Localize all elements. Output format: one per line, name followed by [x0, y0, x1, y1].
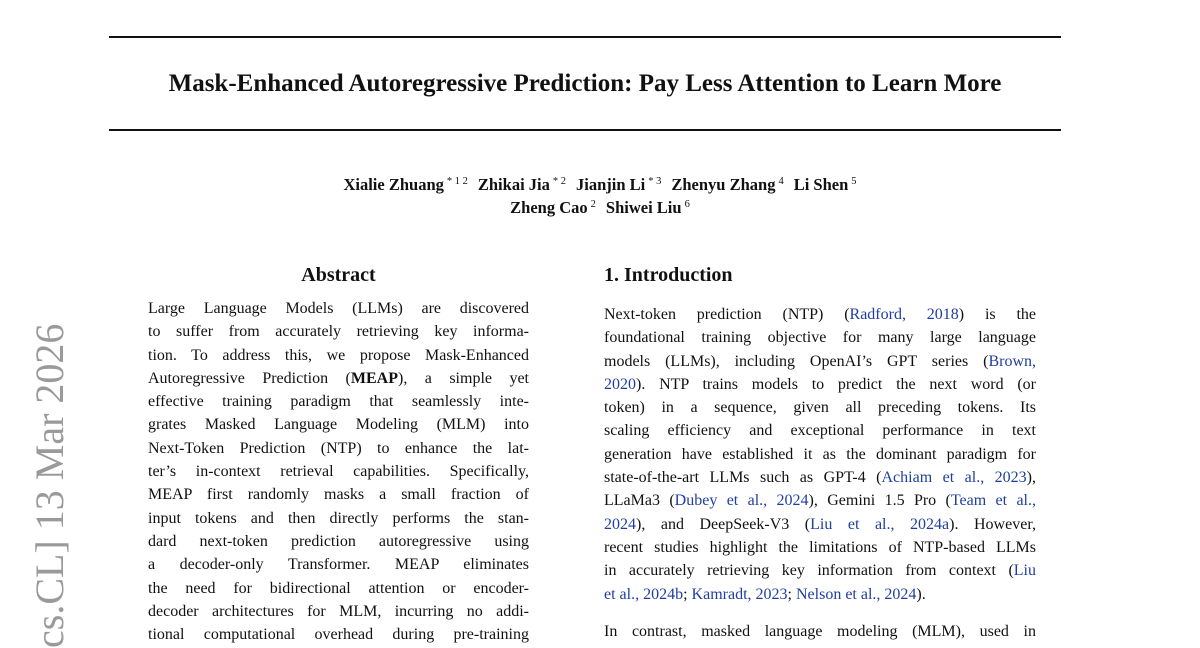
author-affiliation-marker: 2 [590, 199, 596, 210]
author-name-text: Shiwei Liu [605, 198, 682, 217]
author-affiliation-marker: 4 [778, 176, 784, 187]
paragraph-line: foundational training objective for many… [604, 326, 1036, 349]
abstract-line: to suffer from accurately retrieving key… [148, 323, 529, 341]
author-affiliation-marker: 6 [684, 199, 690, 210]
abstract-line: ter’s in-context retrieval capabilities.… [148, 463, 529, 481]
paragraph-text: ), and DeepSeek-V3 ( [636, 515, 811, 533]
paragraph-text: foundational training objective for many… [604, 329, 1036, 347]
introduction-heading: 1. Introduction [604, 264, 733, 286]
paragraph-text: recent studies highlight the limitations… [604, 538, 1036, 556]
paragraph-line: In contrast, masked language modeling (M… [604, 620, 1036, 643]
paragraph-text: ), Gemini 1.5 Pro ( [808, 492, 951, 510]
author-affiliation-marker: * 1 2 [446, 176, 468, 187]
paragraph-line: LLaMa3 (Dubey et al., 2024), Gemini 1.5 … [604, 489, 1036, 512]
introduction-paragraph-2: In contrast, masked language modeling (M… [604, 620, 1036, 643]
citation-link[interactable]: Brown, [988, 352, 1036, 370]
citation-link[interactable]: Liu [1013, 562, 1036, 580]
author-name: Zheng Cao 2 [510, 198, 596, 217]
abstract-line: Next-Token Prediction (NTP) to enhance t… [148, 439, 529, 457]
abstract-line: Autoregressive Prediction (MEAP), a simp… [148, 369, 530, 387]
author-affiliation-marker: 5 [851, 176, 857, 187]
paragraph-text: scaling efficiency and exceptional perfo… [604, 422, 1036, 440]
paragraph-line: recent studies highlight the limitations… [604, 536, 1036, 559]
paragraph-text: ). [916, 585, 926, 603]
paragraph-text: in accurately retrieving key information… [604, 562, 1014, 580]
author-name-text: Zheng Cao [510, 198, 588, 217]
citation-link[interactable]: Achiam et al., 2023 [881, 469, 1027, 487]
paragraph-line: et al., 2024b; Kamradt, 2023; Nelson et … [604, 583, 1036, 606]
abstract-line: effective training paradigm that seamles… [148, 393, 529, 411]
paper-title: Mask-Enhanced Autoregressive Prediction:… [168, 70, 1002, 97]
citation-link[interactable]: 2020 [604, 375, 636, 393]
abstract-line: decoder architectures for MLM, incurring… [148, 602, 529, 620]
title-bottom-rule [109, 129, 1061, 131]
author-name: Shiwei Liu 6 [606, 198, 690, 217]
paragraph-line: models (LLMs), including OpenAI’s GPT se… [604, 350, 1036, 373]
author-name: Li Shen 5 [794, 175, 857, 194]
paragraph-text: LLaMa3 ( [604, 492, 675, 510]
paragraph-line: 2020). NTP trains models to predict the … [604, 373, 1036, 396]
author-list-line-2: Zheng Cao 2 Shiwei Liu 6 [0, 197, 1200, 219]
abstract-line: input tokens and then directly performs … [148, 509, 529, 527]
paragraph-text: ). However, [949, 515, 1037, 533]
citation-link[interactable]: et al., 2024b [604, 585, 684, 603]
paragraph-text: token) in a sequence, given all precedin… [604, 399, 1036, 417]
paragraph-text: ). NTP trains models to predict the next… [636, 375, 1036, 393]
author-name-text: Xialie Zhuang [343, 175, 444, 194]
paragraph-text: models (LLMs), including OpenAI’s GPT se… [604, 352, 989, 370]
abstract-heading: Abstract [301, 264, 376, 286]
citation-link[interactable]: Radford, 2018 [849, 306, 959, 323]
author-name-text: Jianjin Li [576, 175, 646, 194]
paragraph-line: 2024), and DeepSeek-V3 (Liu et al., 2024… [604, 513, 1036, 536]
abstract-line: a decoder-only Transformer. MEAP elimina… [148, 556, 529, 574]
paragraph-text: state-of-the-art LLMs such as GPT-4 ( [604, 469, 882, 487]
paragraph-text: ) is the [958, 306, 1036, 323]
abstract-line: grates Masked Language Modeling (MLM) in… [148, 416, 529, 434]
citation-link[interactable]: Dubey et al., 2024 [674, 492, 809, 510]
paragraph-line: in accurately retrieving key information… [604, 559, 1036, 582]
author-name-text: Li Shen [793, 175, 849, 194]
author-name: Xialie Zhuang * 1 2 [343, 175, 467, 194]
abstract-line: tion. To address this, we propose Mask-E… [148, 346, 529, 364]
paragraph-text: ), [1026, 469, 1036, 487]
top-rule [109, 36, 1061, 38]
paragraph-line: Next-token prediction (NTP) (Radford, 20… [604, 303, 1036, 326]
paragraph-line: state-of-the-art LLMs such as GPT-4 (Ach… [604, 466, 1036, 489]
citation-link[interactable]: Liu et al., 2024a [810, 515, 950, 533]
author-affiliation-marker: * 3 [648, 176, 662, 187]
author-name: Jianjin Li * 3 [576, 175, 661, 194]
paragraph-line: generation have established it as the do… [604, 443, 1036, 466]
abstract-text: Large Language Models (LLMs) are discove… [148, 297, 529, 646]
paragraph-text: ; [683, 585, 692, 603]
paragraph-line: scaling efficiency and exceptional perfo… [604, 419, 1036, 442]
paragraph-text: ; [787, 585, 796, 603]
introduction-paragraph-1: Next-token prediction (NTP) (Radford, 20… [604, 303, 1036, 606]
author-name: Zhikai Jia * 2 [478, 175, 566, 194]
citation-link[interactable]: Team et al., [950, 492, 1037, 510]
paragraph-text: Next-token prediction (NTP) ( [604, 306, 850, 323]
abstract-line: Large Language Models (LLMs) are discove… [148, 300, 529, 317]
paragraph-text: In contrast, masked language modeling (M… [604, 623, 1036, 640]
citation-link[interactable]: Nelson et al., 2024 [795, 585, 917, 603]
arxiv-identifier-stamp: cs.CL] 13 Mar 2026 [27, 323, 72, 648]
author-list-line-1: Xialie Zhuang * 1 2 Zhikai Jia * 2 Jianjin L… [0, 174, 1200, 196]
citation-link[interactable]: Kamradt, 2023 [691, 585, 788, 603]
abstract-line: tional computational overhead during pre… [148, 626, 529, 644]
abstract-line: MEAP first randomly masks a small fracti… [148, 486, 529, 504]
author-affiliation-marker: * 2 [552, 176, 566, 187]
paragraph-text: generation have established it as the do… [604, 445, 1036, 463]
citation-link[interactable]: 2024 [604, 515, 636, 533]
paragraph-line: token) in a sequence, given all precedin… [604, 396, 1036, 419]
author-name-text: Zhikai Jia [477, 175, 550, 194]
abstract-line: dard next-token prediction autoregressiv… [148, 532, 529, 550]
author-name-text: Zhenyu Zhang [671, 175, 776, 194]
abstract-line: the need for bidirectional attention or … [148, 579, 529, 597]
author-name: Zhenyu Zhang 4 [671, 175, 783, 194]
